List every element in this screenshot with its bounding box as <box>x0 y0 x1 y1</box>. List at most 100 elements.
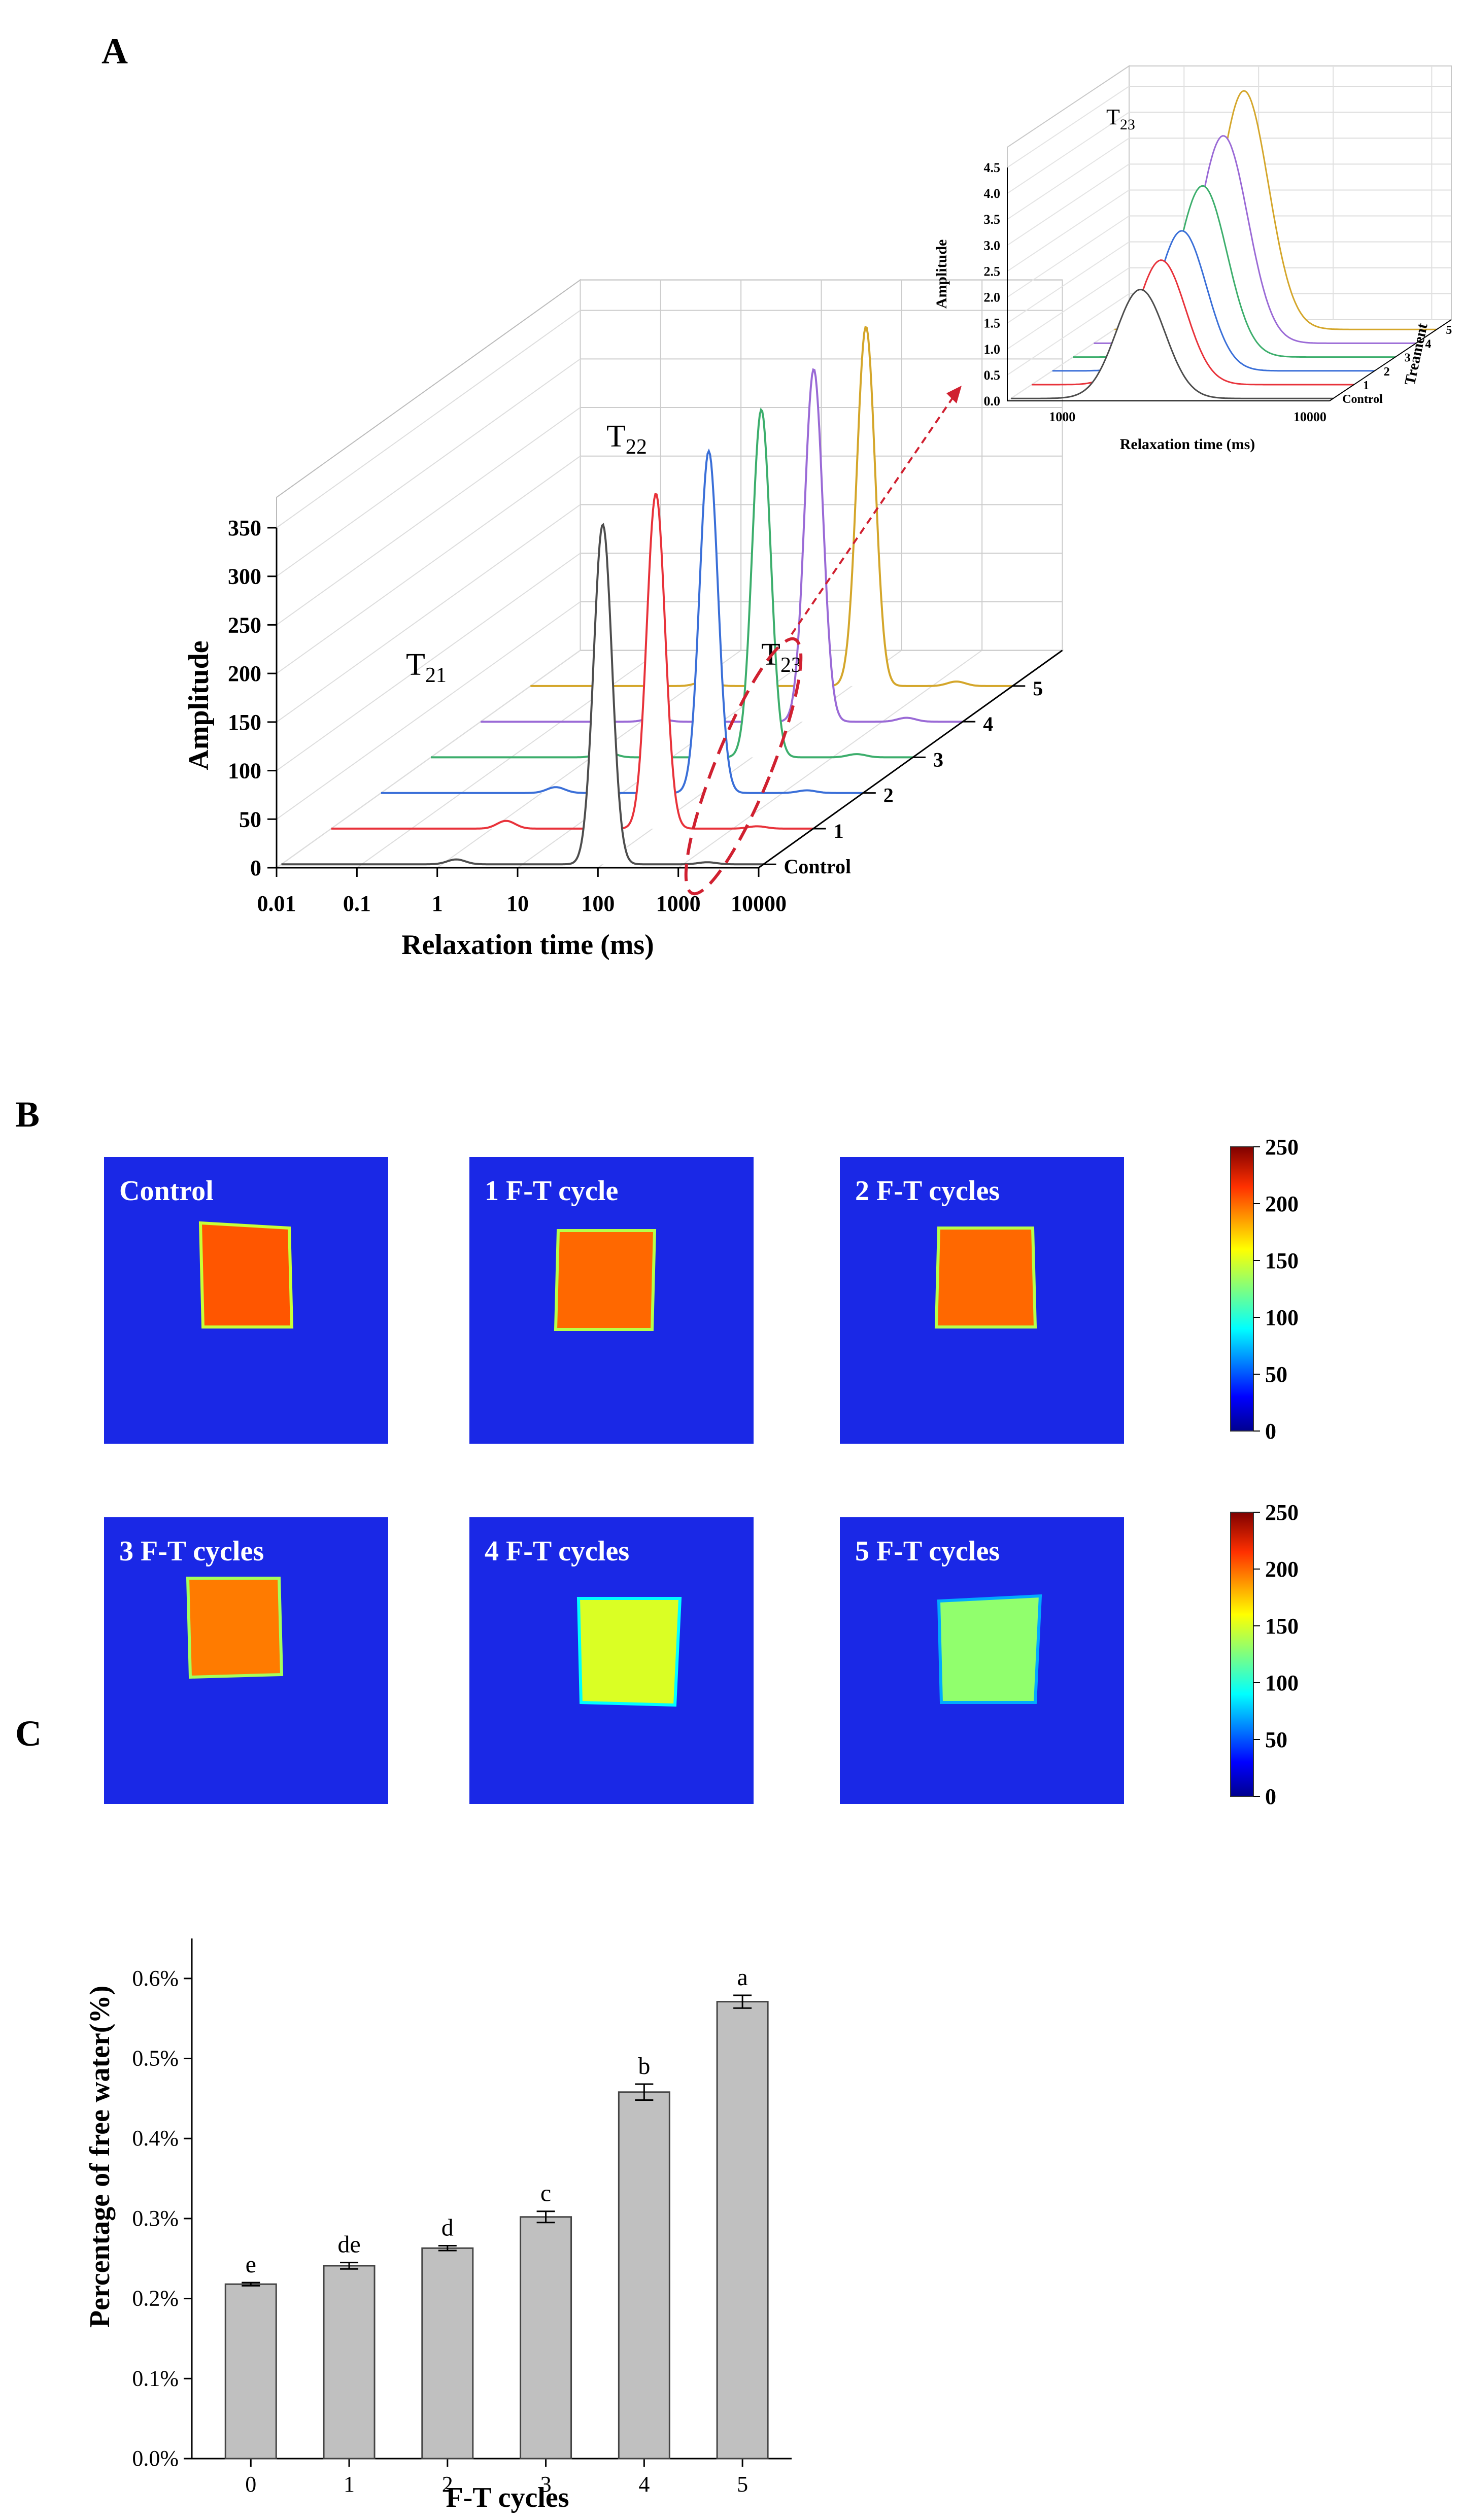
x-tick-label: 1000 <box>656 891 701 916</box>
inset-grid-line <box>1007 189 1130 272</box>
x-tick-label: 2 <box>442 2472 453 2497</box>
inset-y-tick-label: 2.5 <box>984 264 1001 279</box>
y-tick-label: 0.0% <box>132 2446 179 2471</box>
inset-y-tick-label: 4.0 <box>984 186 1001 201</box>
x-tick-label: 3 <box>540 2472 552 2497</box>
inset-grid-line <box>1007 86 1130 168</box>
y-tick-label: 0.4% <box>132 2126 179 2151</box>
bar <box>323 2265 376 2460</box>
inset-z-axis <box>1329 319 1452 401</box>
heatmap-sample <box>198 1221 294 1329</box>
significance-letter: c <box>540 2180 551 2207</box>
y-tick-label: 0 <box>250 856 261 880</box>
grid-line <box>276 358 581 577</box>
colorbar-tick-label: 150 <box>1265 1614 1299 1639</box>
inset-pointer-arrowhead <box>946 386 962 403</box>
heatmap-sample <box>554 1229 657 1331</box>
inset-grid-line <box>1007 241 1130 324</box>
inset-z-tick-label: 3 <box>1405 352 1411 365</box>
inset-ticks: 0.0 0.5 1.0 1.5 2.0 2.5 3.0 3.5 4.0 4.5 5 4 3 2 1Contr… <box>984 160 1452 424</box>
grid-line <box>276 310 581 528</box>
x-tick-label: 0.1 <box>343 891 371 916</box>
panel-b-colorbars: 250 200 150 100 50 0 250 200 150 100 50 0 <box>1230 1135 1299 1809</box>
inset-z-tick-label: Control <box>1342 393 1383 406</box>
inset-series-fill <box>1011 289 1334 399</box>
z-tick-label: 5 <box>1033 677 1043 700</box>
inset-series-fill <box>1114 91 1437 330</box>
inset-grid-line <box>1007 163 1130 246</box>
colorbar-tick-label: 100 <box>1265 1305 1299 1330</box>
inset-series-line <box>1011 289 1334 399</box>
inset-y-tick-label: 1.5 <box>984 316 1001 331</box>
panel-c-axes: 0.0% 0.1% 0.2% 0.3% 0.4% 0.5% 0.6% 0 1 2 3 4 5 <box>132 1938 792 2497</box>
colorbar <box>1230 1512 1254 1797</box>
colorbar-tick-label: 250 <box>1265 1500 1299 1525</box>
bar <box>520 2216 572 2460</box>
y-tick-label: 0.6% <box>132 1966 179 1991</box>
colorbar-tick-label: 50 <box>1265 1362 1287 1387</box>
series-line <box>381 448 863 794</box>
significance-letter: e <box>246 2251 256 2278</box>
heatmap-sample <box>576 1597 682 1707</box>
colorbar-tick-label: 50 <box>1265 1727 1287 1752</box>
panel-a-ylabel: Amplitude <box>183 640 215 770</box>
colorbar-tick-label: 250 <box>1265 1135 1299 1160</box>
inset-series-fill <box>1094 135 1416 344</box>
x-tick-label: 100 <box>581 891 615 916</box>
panel-letter-a: A <box>101 31 128 72</box>
panel-letter-b: B <box>15 1094 40 1135</box>
heatmap-label: 5 F-T cycles <box>855 1536 1000 1567</box>
colorbar-tick-label: 200 <box>1265 1191 1299 1216</box>
grid-line <box>276 650 581 868</box>
x-tick-label: 0.01 <box>257 891 296 916</box>
z-axis-line <box>758 650 1063 869</box>
left-wall <box>276 279 581 869</box>
heatmap-sample <box>186 1577 284 1679</box>
y-tick-label: 100 <box>228 759 261 784</box>
colorbar-tick-label: 0 <box>1265 1419 1276 1444</box>
panel-a-ticks: 5 4 3 2 1 Control 0.01 0.1 1 10 100 1000 10000 0 50 100… <box>228 516 1063 916</box>
grid-line <box>276 455 581 674</box>
heatmap-label: 2 F-T cycles <box>855 1175 1000 1207</box>
grid-line <box>276 601 581 820</box>
series-line <box>281 523 764 866</box>
inset-ylabel: Amplitude <box>933 240 950 309</box>
inset-y-tick-label: 3.0 <box>984 238 1001 253</box>
panel-letter-c: C <box>15 1713 42 1754</box>
inset-series <box>1011 90 1437 399</box>
t23-highlight-ellipse <box>684 637 803 896</box>
heatmap-label: Control <box>119 1175 214 1207</box>
panel-c-bar-chart: 0.0% 0.1% 0.2% 0.3% 0.4% 0.5% 0.6% 0 1 2 3 4 5 e de d c… <box>84 1938 792 2513</box>
inset-x-tick-label: 10000 <box>1294 410 1326 424</box>
inset-z-tick-label: 1 <box>1363 379 1369 392</box>
inset-z-tick-label: 5 <box>1446 324 1452 337</box>
z-tick-label: 3 <box>933 748 943 771</box>
inset-series-fill <box>1073 186 1396 357</box>
panel-a-3d-chart: 5 4 3 2 1 Control 0.01 0.1 1 10 100 1000 10000 0 50 100… <box>183 279 1064 961</box>
inset-grid-line <box>1007 215 1130 298</box>
significance-letter: a <box>737 1964 747 1991</box>
panel-b-heatmaps: Control 1 F-T cycle 2 F-T cycles 3 F-T cycl… <box>104 1157 1124 1804</box>
panel-a-xlabel: Relaxation time (ms) <box>401 929 654 961</box>
z-tick-label: Control <box>784 855 852 878</box>
panel-c-ylabel: Percentage of free water(%) <box>84 1986 116 2328</box>
x-tick-label: 4 <box>638 2472 650 2497</box>
colorbar-tick-label: 0 <box>1265 1784 1276 1809</box>
heatmap-label: 4 F-T cycles <box>485 1536 629 1567</box>
y-tick-label: 0.5% <box>132 2046 179 2071</box>
z-tick-label: 2 <box>883 784 894 807</box>
bar <box>618 2091 670 2460</box>
z-tick-label: 1 <box>834 820 844 842</box>
series-line <box>331 492 813 830</box>
grid-line <box>276 407 581 626</box>
significance-letter: d <box>441 2215 454 2241</box>
x-tick-label: 1 <box>432 891 443 916</box>
heatmap-label: 3 F-T cycles <box>119 1536 264 1567</box>
inset-grid <box>1007 65 1452 402</box>
inset-z-tick-label: 4 <box>1425 337 1431 351</box>
grid-line <box>276 504 581 723</box>
inset-y-tick-label: 1.0 <box>984 342 1001 357</box>
y-tick-label: 200 <box>228 661 261 686</box>
y-tick-label: 150 <box>228 710 261 735</box>
inset-series-fill <box>1052 230 1375 371</box>
